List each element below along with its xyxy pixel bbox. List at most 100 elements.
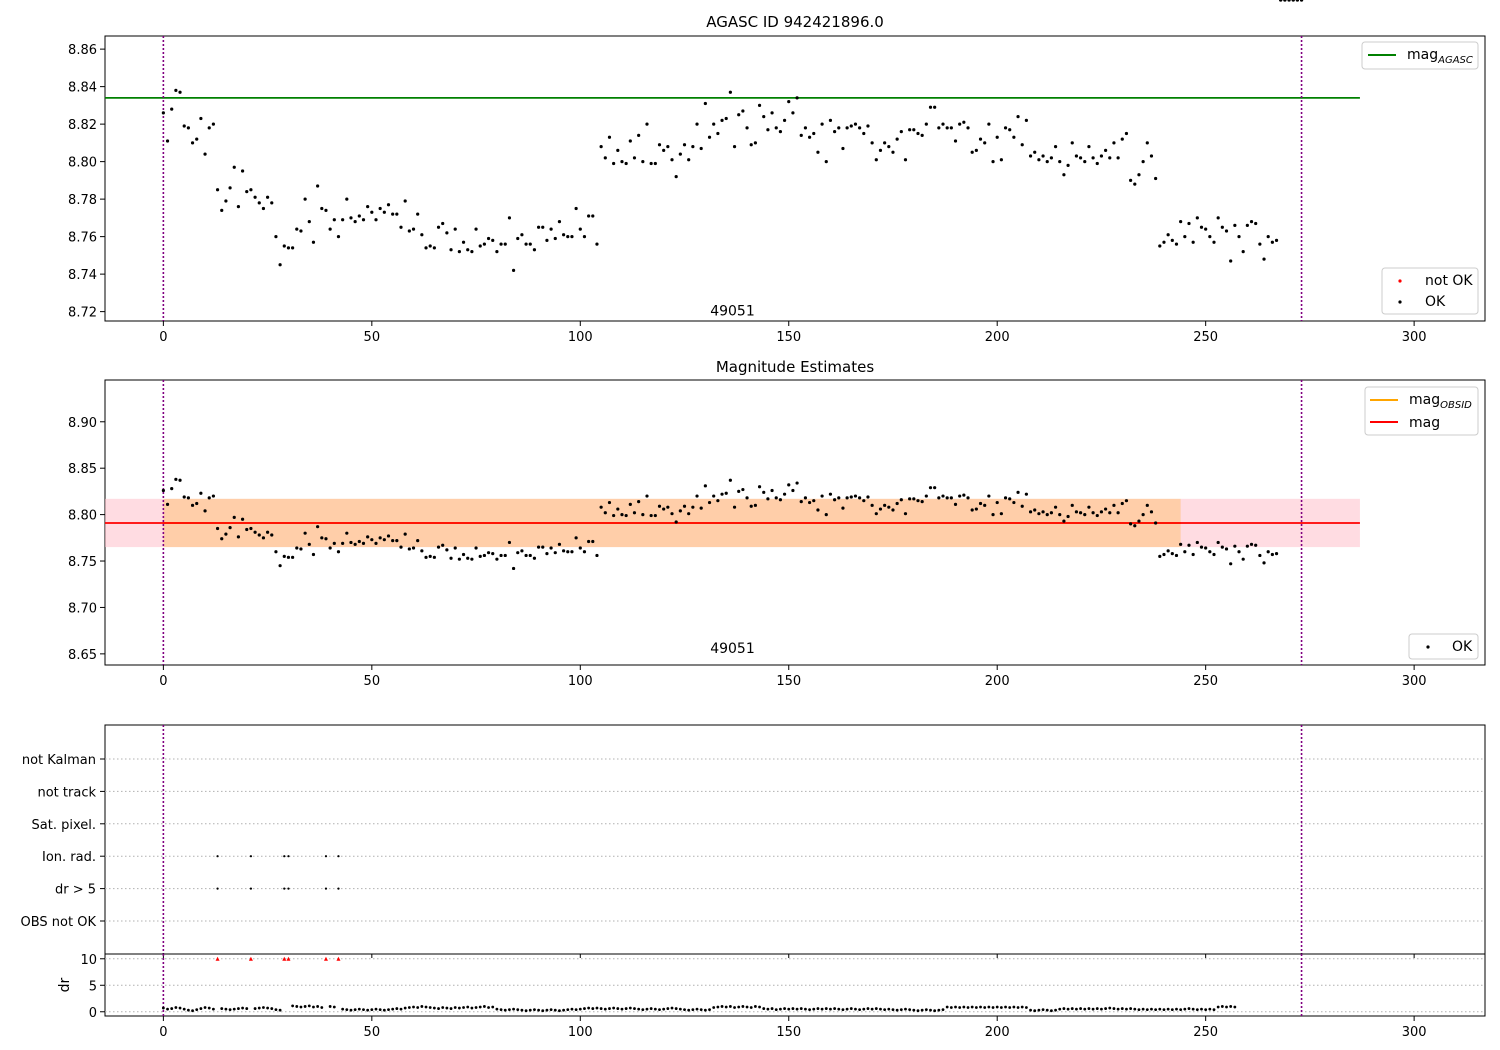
agasc-ok-point xyxy=(1058,160,1062,164)
agasc-ok-point xyxy=(232,165,236,169)
dr-point xyxy=(170,1007,174,1010)
estimates-x-tick-label: 250 xyxy=(1193,674,1218,689)
estimates-ok-point xyxy=(941,494,945,498)
agasc-legend-ok-swatch xyxy=(1398,300,1402,304)
dr-point xyxy=(416,1006,420,1009)
estimates-ok-point xyxy=(532,556,537,560)
estimates-y-ticks: 8.65 8.70 8.75 8.80 8.85 8.90 xyxy=(68,416,105,663)
dr-point xyxy=(762,1007,766,1010)
dr-point xyxy=(749,1006,753,1009)
dr-point xyxy=(883,1008,887,1012)
estimates-ok-point xyxy=(858,496,862,500)
estimates-obsid-annotation: 49051 xyxy=(710,641,755,657)
agasc-ok-points xyxy=(161,0,1304,272)
agasc-ok-point xyxy=(449,248,453,252)
agasc-ok-point xyxy=(1204,227,1208,231)
agasc-ok-point xyxy=(1216,216,1220,220)
estimates-y-tick-label: 8.90 xyxy=(68,416,97,431)
flags-point xyxy=(249,887,253,890)
estimates-ok-point xyxy=(891,508,895,512)
estimates-ok-point xyxy=(1062,519,1066,523)
dr-y-tick-label: 5 xyxy=(89,979,97,994)
estimates-ok-point xyxy=(457,557,461,561)
dr-point xyxy=(912,1008,916,1012)
agasc-ok-point xyxy=(1249,220,1254,224)
estimates-ok-point xyxy=(224,532,228,536)
agasc-ok-point xyxy=(361,218,366,222)
estimates-ok-point xyxy=(699,506,703,510)
estimates-ok-point xyxy=(1104,507,1108,511)
agasc-plot-frame xyxy=(104,35,1486,322)
agasc-ok-point xyxy=(824,160,828,164)
agasc-ok-point xyxy=(649,161,653,166)
agasc-ok-point xyxy=(411,227,416,231)
agasc-ok-point xyxy=(249,188,253,192)
estimates-ok-point xyxy=(1233,544,1237,548)
dr-point xyxy=(816,1007,820,1010)
agasc-x-tick-label: 300 xyxy=(1402,330,1427,345)
dr-point xyxy=(695,1007,699,1011)
agasc-ok-point xyxy=(778,130,783,134)
estimates-ok-point xyxy=(316,525,320,529)
agasc-ok-point xyxy=(1262,257,1266,261)
agasc-ok-point xyxy=(1187,221,1191,226)
estimates-ok-point xyxy=(1087,505,1091,509)
dr-point xyxy=(737,1005,741,1009)
agasc-ok-point xyxy=(695,122,699,126)
agasc-ok-point xyxy=(782,118,787,122)
dr-point xyxy=(1070,1007,1074,1010)
dr-point xyxy=(645,1007,649,1011)
dr-point xyxy=(262,1006,265,1009)
agasc-ok-point xyxy=(924,122,928,126)
agasc-ok-point xyxy=(1220,225,1224,229)
agasc-ok-point xyxy=(545,238,549,242)
agasc-ok-point xyxy=(1229,259,1233,263)
estimates-ok-point xyxy=(461,552,466,557)
estimates-ok-point xyxy=(749,504,753,508)
dr-panel: 0 5 10 0 50 100 150 200 250 300 dr xyxy=(57,953,1486,1040)
estimates-ok-point xyxy=(862,499,866,503)
agasc-ok-point xyxy=(787,100,791,104)
dr-point xyxy=(424,1005,428,1009)
estimates-ok-point xyxy=(687,512,691,516)
estimates-ok-point xyxy=(849,495,853,499)
dr-point xyxy=(637,1007,641,1011)
estimates-ok-point xyxy=(1129,522,1133,526)
dr-point xyxy=(303,1005,307,1008)
dr-point xyxy=(482,1005,486,1008)
agasc-ok-point xyxy=(1120,137,1124,141)
flags-point xyxy=(324,887,328,890)
agasc-ok-point xyxy=(332,218,336,222)
dr-point xyxy=(295,1005,299,1008)
agasc-ok-point xyxy=(499,242,503,246)
dr-point xyxy=(591,1007,595,1010)
agasc-ok-point xyxy=(1237,235,1241,239)
estimates-ok-point xyxy=(495,557,499,561)
dr-point xyxy=(1191,1007,1195,1011)
agasc-ok-point xyxy=(833,130,837,134)
estimates-ok-point xyxy=(307,542,311,546)
estimates-ok-point xyxy=(1028,510,1033,514)
estimates-ok-point xyxy=(245,527,249,532)
estimates-ok-point xyxy=(958,494,962,498)
dr-point xyxy=(232,1007,236,1011)
estimates-ok-point xyxy=(703,484,707,488)
agasc-ok-point xyxy=(691,145,695,149)
dr-point xyxy=(445,1006,449,1010)
dr-point xyxy=(270,1007,274,1010)
dr-point xyxy=(937,1008,941,1012)
dr-point xyxy=(353,1008,357,1012)
dr-point xyxy=(941,1008,945,1012)
agasc-ok-point xyxy=(1241,250,1245,254)
estimates-ok-point xyxy=(195,501,199,506)
dr-point xyxy=(403,1006,407,1010)
dr-point xyxy=(362,1008,365,1012)
estimates-ok-point xyxy=(349,540,353,545)
agasc-ok-point xyxy=(987,122,991,126)
agasc-ok-point xyxy=(399,225,403,229)
estimates-ok-point xyxy=(182,495,186,499)
estimates-ok-point xyxy=(286,555,291,559)
agasc-ok-point xyxy=(703,101,707,106)
agasc-ok-point xyxy=(670,158,674,162)
agasc-ok-point xyxy=(916,131,920,136)
